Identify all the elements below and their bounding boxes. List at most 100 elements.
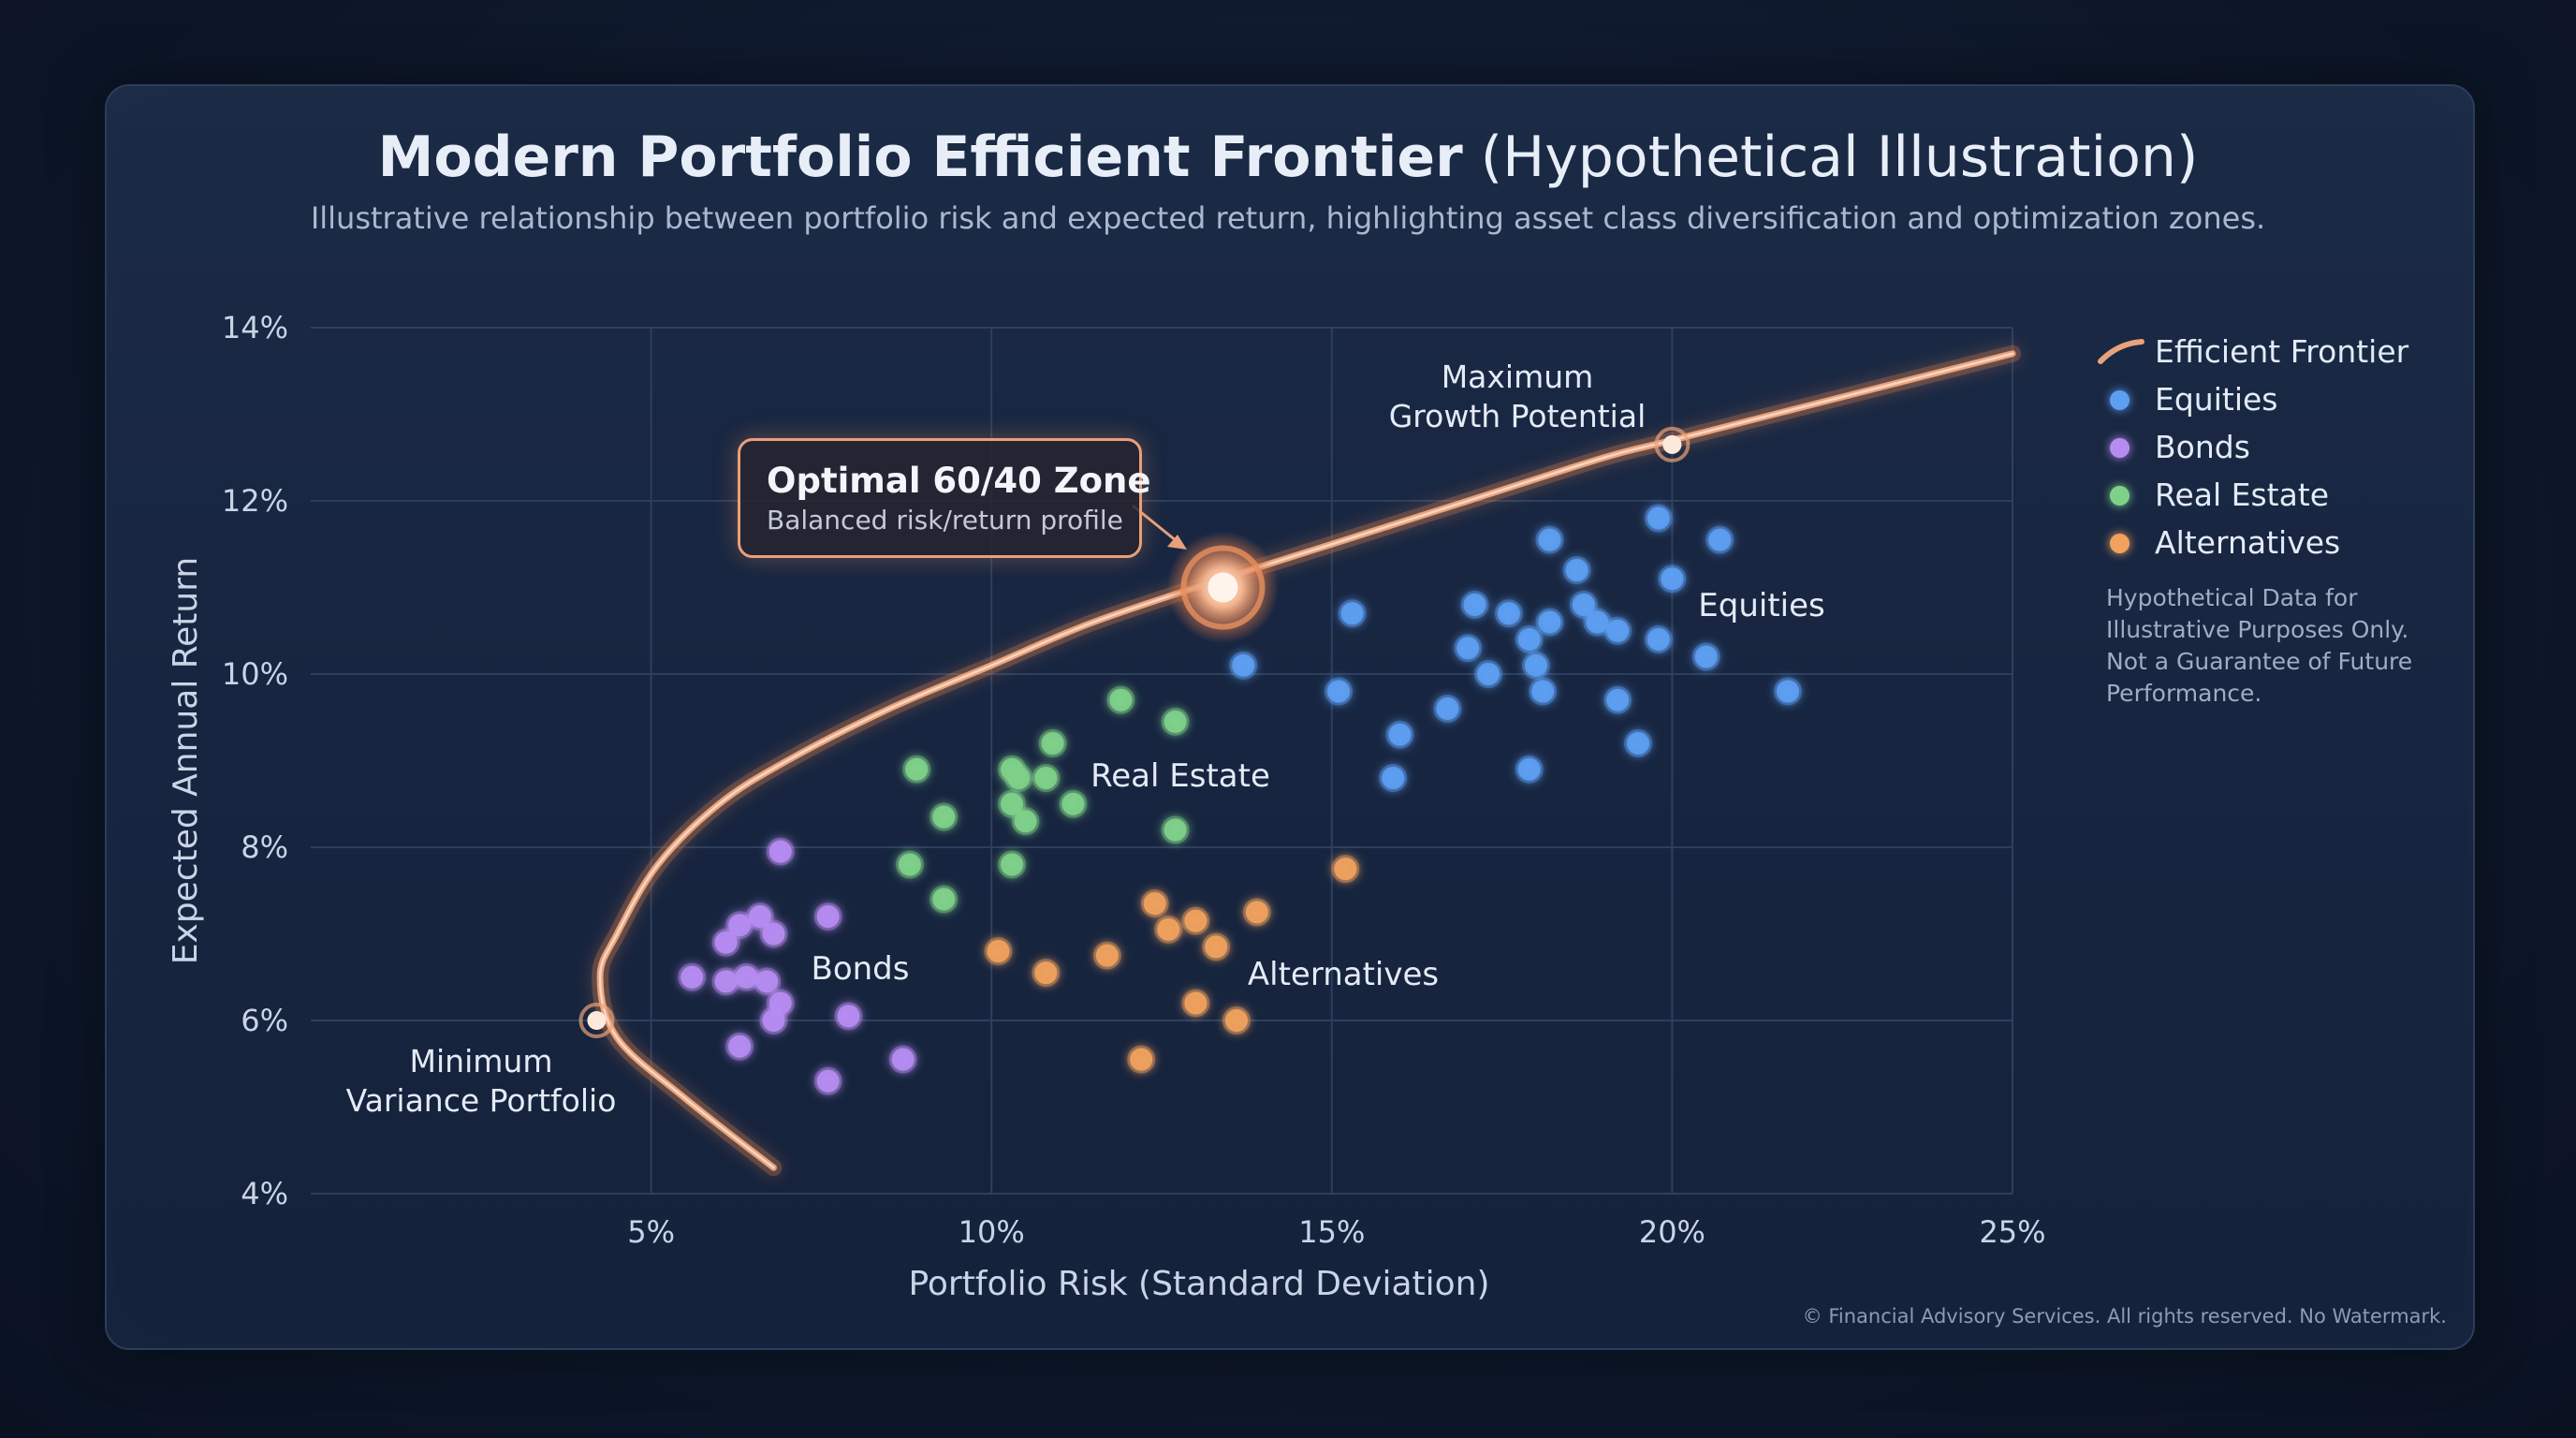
x-tick-label: 25% <box>1979 1214 2045 1250</box>
alternatives-point <box>1202 932 1231 961</box>
equities-point <box>1521 651 1550 680</box>
bonds-point <box>759 919 788 948</box>
legend-dot <box>2110 485 2130 506</box>
alternatives-point <box>1127 1045 1156 1074</box>
equities-point <box>1474 660 1503 688</box>
bonds-point <box>678 962 707 991</box>
legend-dot-swatch <box>2097 481 2145 509</box>
callout-subtitle: Balanced risk/return profile <box>767 505 1123 536</box>
alternatives-point <box>1242 898 1271 927</box>
bonds-point <box>766 837 795 866</box>
real-estate-point <box>1032 764 1061 792</box>
chart-panel <box>105 84 2475 1350</box>
equities-point <box>1644 504 1673 533</box>
equities-group-label: Equities <box>1698 587 1824 624</box>
y-tick-label: 6% <box>241 1003 288 1038</box>
equities-point <box>1624 729 1653 757</box>
equities-point <box>1535 608 1564 637</box>
real-estate-point <box>1004 764 1033 792</box>
equities-point <box>1325 677 1354 706</box>
legend: Efficient Frontier Equities Bonds Real Esta… <box>2097 328 2452 566</box>
min-variance-label: Minimum <box>410 1043 553 1079</box>
real-estate-point <box>1011 807 1040 836</box>
min-variance-ring <box>578 1003 615 1038</box>
x-tick-label: 10% <box>959 1214 1025 1250</box>
equities-point <box>1603 616 1632 645</box>
alternatives-point <box>1154 915 1183 944</box>
page-subtitle: Illustrative relationship between portfo… <box>310 200 2266 236</box>
real-estate-point <box>998 789 1027 818</box>
equities-point <box>1460 591 1489 619</box>
bonds-point <box>834 1002 863 1031</box>
legend-dot <box>2110 437 2130 458</box>
legend-item-real-estate: Real Estate <box>2097 471 2452 519</box>
real-estate-point <box>929 802 959 831</box>
legend-item-equities: Equities <box>2097 375 2452 423</box>
legend-dot-swatch <box>2097 529 2145 557</box>
equities-point <box>1454 634 1483 663</box>
equities-point <box>1515 755 1544 784</box>
min-variance-point <box>587 1011 607 1030</box>
alternatives-point <box>1331 855 1360 884</box>
legend-item-bonds: Bonds <box>2097 423 2452 471</box>
disclaimer-line: Illustrative Purposes Only. <box>2106 616 2409 643</box>
max-growth-point <box>1662 434 1682 454</box>
bonds-point <box>753 967 782 996</box>
page-title: Modern Portfolio Efficient Frontier (Hyp… <box>0 122 2576 193</box>
y-tick-label: 10% <box>222 656 288 692</box>
bonds-point <box>711 928 740 957</box>
bonds-point <box>725 1032 754 1061</box>
x-tick-label: 20% <box>1639 1214 1705 1250</box>
callout-title: Optimal 60/40 Zone <box>767 461 1151 501</box>
real-estate-point <box>1059 789 1088 818</box>
bonds-point <box>813 902 842 931</box>
bonds-point <box>813 1066 842 1095</box>
max-growth-label: Growth Potential <box>1389 398 1647 434</box>
equities-point <box>1691 642 1720 671</box>
data-points <box>678 504 1803 1095</box>
equities-point <box>1494 599 1523 628</box>
optimal-zone-callout: Optimal 60/40 Zone Balanced risk/return … <box>738 438 1151 558</box>
real-estate-point <box>929 885 959 914</box>
max-growth-ring <box>1654 426 1690 462</box>
bonds-point <box>888 1045 917 1074</box>
legend-label: Efficient Frontier <box>2155 333 2409 370</box>
legend-dot <box>2110 533 2130 553</box>
x-axis-title: Portfolio Risk (Standard Deviation) <box>908 1265 1489 1303</box>
disclaimer-note: Hypothetical Data for Illustrative Purpo… <box>2106 582 2443 710</box>
legend-label: Bonds <box>2155 429 2250 465</box>
tick-labels: 4% 6% 8% 10% 12% 14% 5% 10% 15% 20% 25% Portfolio R… <box>167 310 2046 1303</box>
equities-point <box>1658 565 1687 594</box>
bonds-point <box>766 989 795 1018</box>
legend-label: Real Estate <box>2155 477 2330 513</box>
equities-point <box>1774 677 1803 706</box>
y-tick-label: 14% <box>222 310 288 345</box>
y-tick-label: 4% <box>241 1176 288 1211</box>
disclaimer-line: Hypothetical Data for <box>2106 584 2358 611</box>
equities-point <box>1562 556 1591 584</box>
bonds-point <box>745 902 774 931</box>
title-bold: Modern Portfolio Efficient Frontier <box>377 125 1463 190</box>
alternatives-point <box>1222 1006 1251 1034</box>
equities-point <box>1529 677 1558 706</box>
min-variance-label: Variance Portfolio <box>346 1082 617 1119</box>
alternatives-point <box>984 937 1013 965</box>
x-tick-label: 5% <box>627 1214 675 1250</box>
y-tick-label: 12% <box>222 483 288 519</box>
alternatives-point <box>1181 906 1210 935</box>
alternatives-point <box>1032 959 1061 988</box>
equities-point <box>1385 720 1414 749</box>
disclaimer-line: Performance. <box>2106 680 2262 707</box>
equities-point <box>1379 764 1408 792</box>
legend-line-swatch <box>2097 338 2145 366</box>
alternatives-group-label: Alternatives <box>1248 956 1439 993</box>
real-estate-point <box>1106 685 1135 714</box>
equities-point <box>1644 625 1673 653</box>
disclaimer-line: Not a Guarantee of Future <box>2106 648 2413 675</box>
callout-arrow-head <box>1167 535 1187 550</box>
x-tick-label: 15% <box>1298 1214 1365 1250</box>
equities-point <box>1338 599 1367 628</box>
equities-point <box>1603 685 1632 714</box>
